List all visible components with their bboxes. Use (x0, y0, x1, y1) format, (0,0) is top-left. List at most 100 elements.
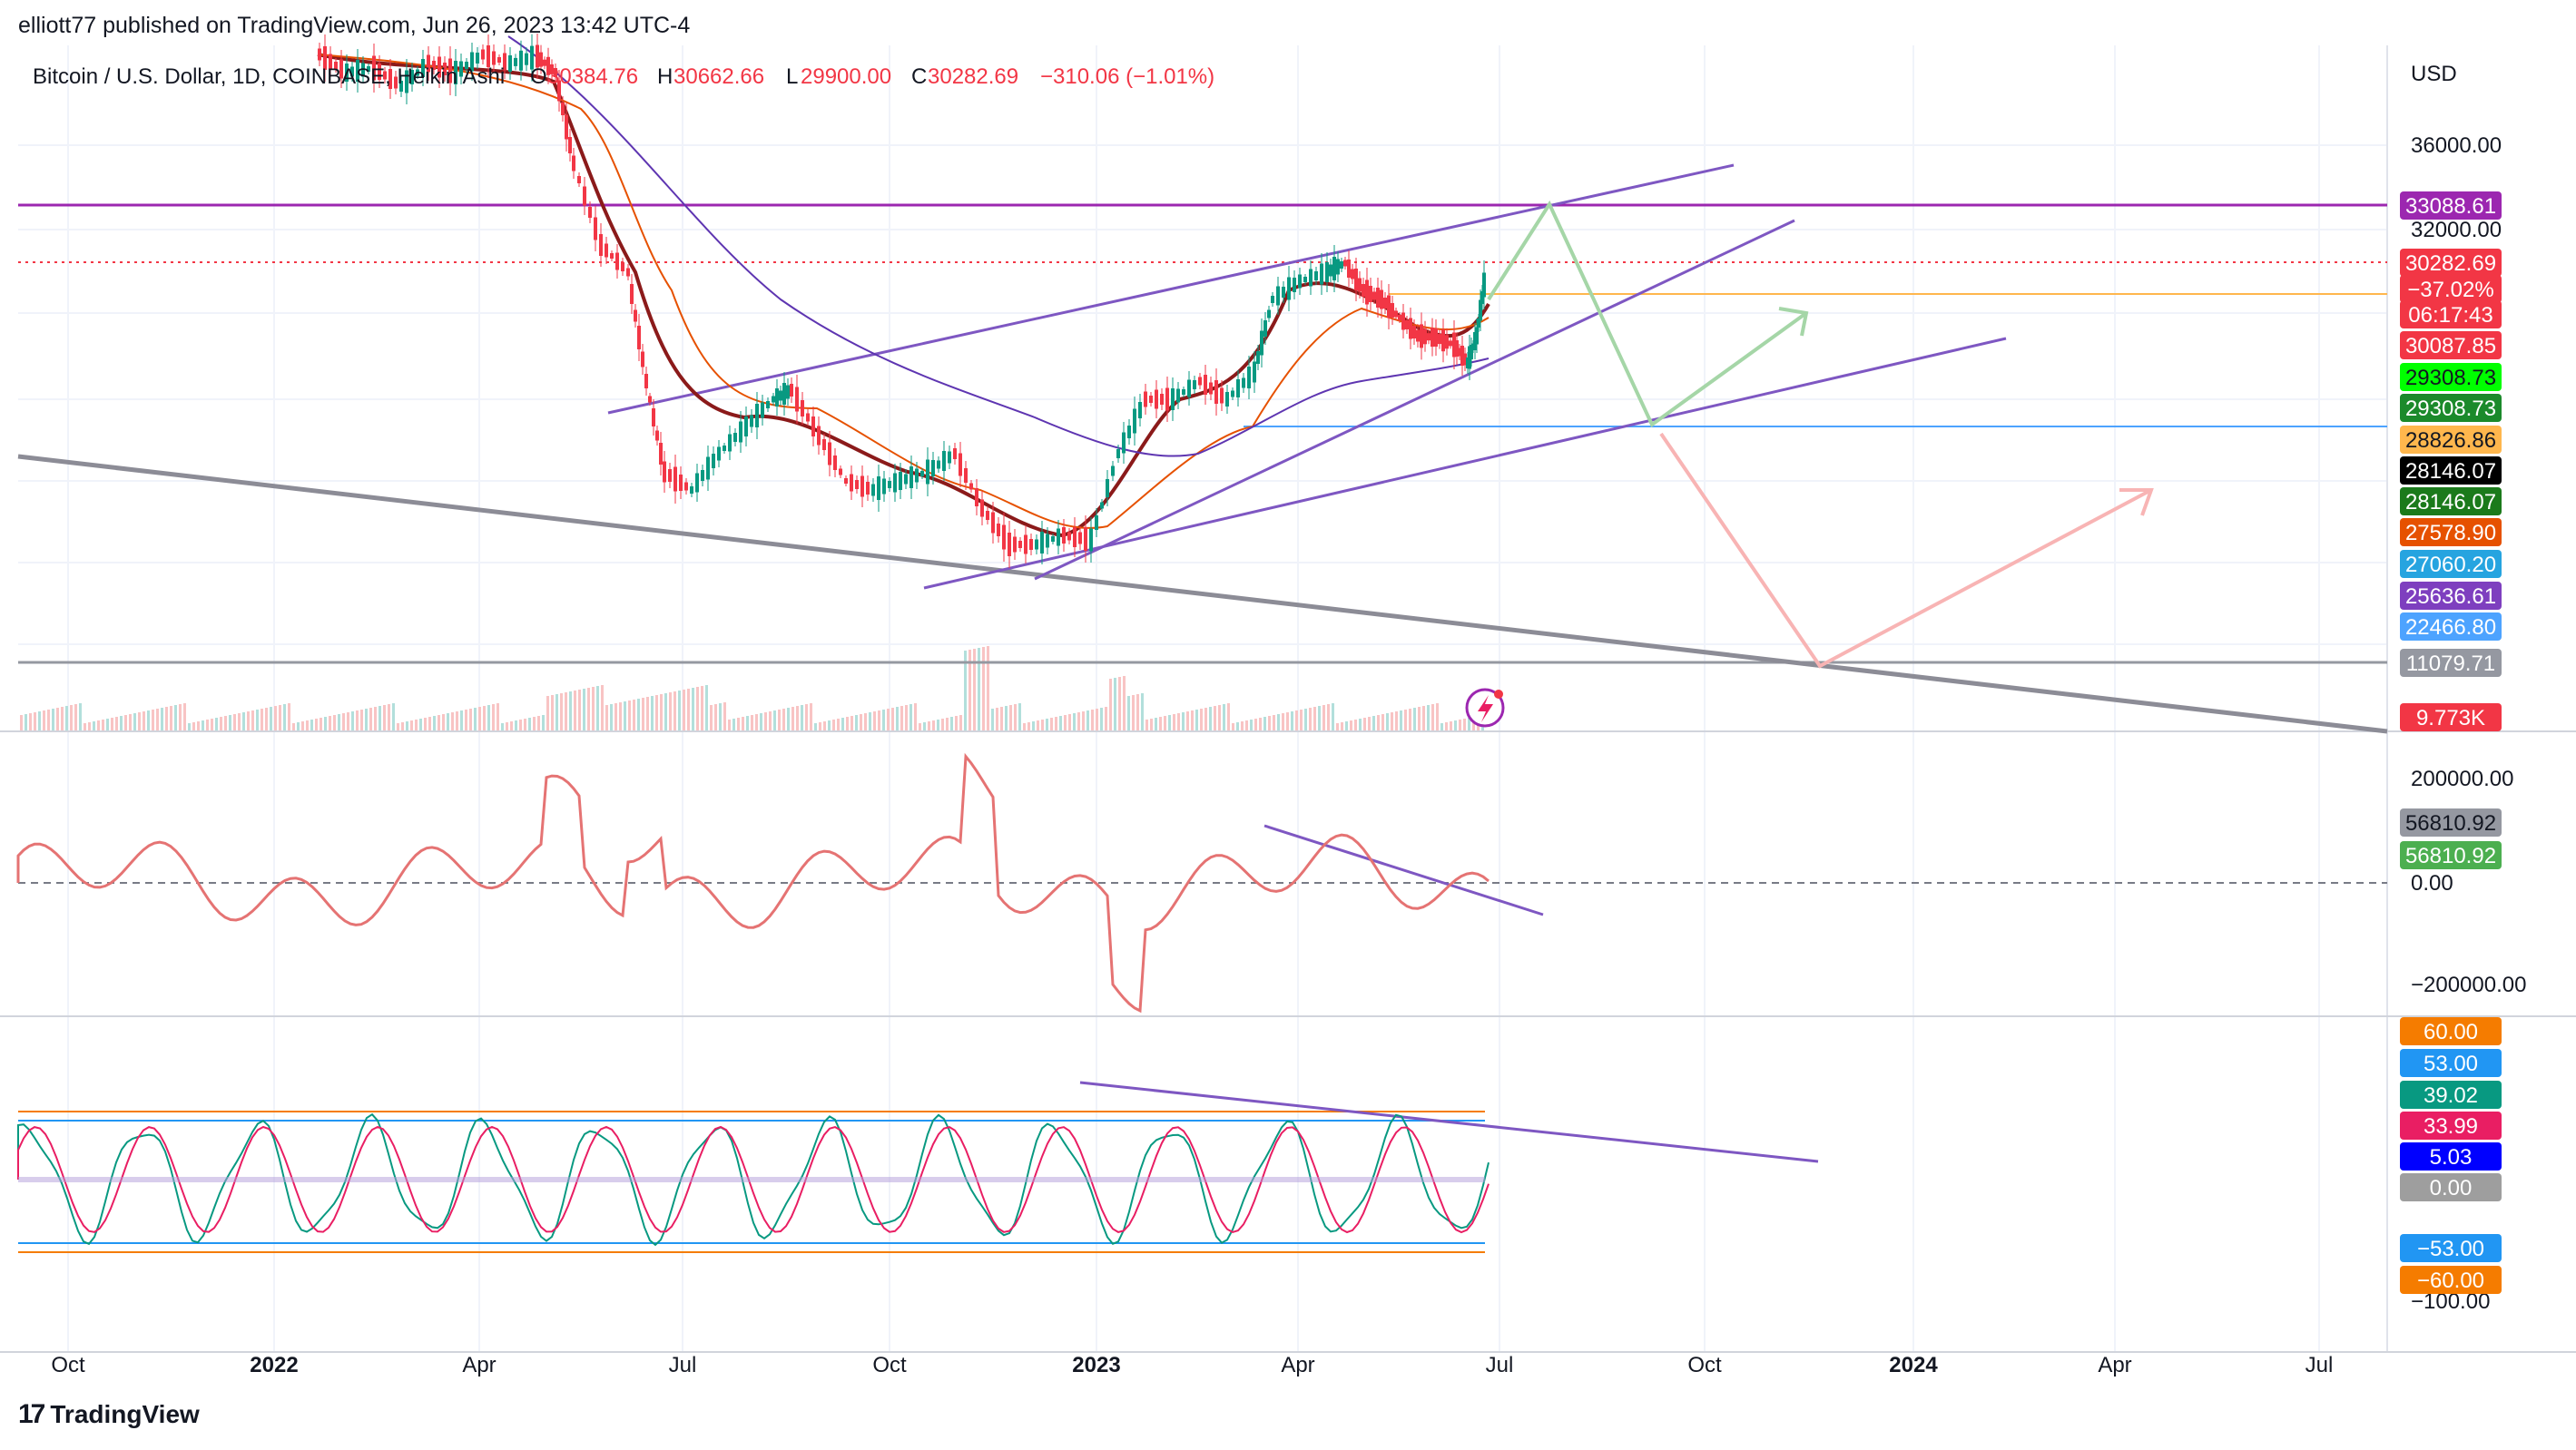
legend-symbol[interactable]: Bitcoin / U.S. Dollar, 1D, COINBASE, Hei… (33, 64, 505, 89)
projection-path-green[interactable] (1487, 200, 1808, 428)
volume-bar (1218, 705, 1221, 730)
candle-body (1018, 541, 1022, 548)
volume-bar (34, 712, 36, 730)
volume-bar (192, 722, 195, 730)
candle-body (1182, 389, 1185, 395)
candle-body (1427, 333, 1431, 341)
candle-body (427, 54, 430, 73)
candle-body (1293, 278, 1296, 292)
candle-body (383, 71, 387, 80)
candle-body (877, 476, 880, 500)
price-label-badge (2400, 612, 2502, 641)
candle-body (690, 486, 693, 494)
volume-bar (383, 705, 386, 730)
volume-bar (1114, 678, 1116, 730)
candle-body (782, 383, 786, 405)
volume-bar (1200, 709, 1203, 730)
volume-bar (152, 710, 154, 730)
osc1-scale[interactable]: 200000.00 0.00 −200000.00 (2411, 767, 2526, 997)
price-labels: 33088.61 30282.69−37.02%06:17:43 30087.85 2… (2400, 191, 2502, 731)
volume-bar (873, 711, 876, 730)
channel-top-line[interactable] (607, 163, 1735, 415)
volume-bar (288, 703, 290, 730)
volume-bar (143, 711, 145, 730)
candle-body (1231, 390, 1234, 397)
candle-body (557, 80, 561, 102)
candle-body (659, 443, 663, 465)
candle-body (1394, 310, 1398, 318)
candle-body (1276, 286, 1280, 306)
volume-bar (188, 723, 191, 730)
volume-bar (660, 694, 663, 730)
candle-body (1309, 269, 1313, 287)
candle-body (1475, 327, 1479, 345)
volume-bar (1077, 712, 1080, 730)
volume-bar (1209, 707, 1212, 730)
drawings[interactable] (17, 163, 2388, 734)
volume-bar (1046, 719, 1048, 730)
candle-body (577, 176, 581, 183)
candle-body (339, 59, 343, 79)
volume-bar (801, 705, 803, 730)
candle-body (1155, 389, 1158, 409)
candle-body (519, 50, 523, 71)
legend-high-label: H (657, 64, 673, 89)
volume-bar (88, 722, 91, 730)
time-axis-label: Oct (51, 1353, 85, 1377)
time-axis[interactable]: Oct 2022 Apr Jul Oct 2023 Apr Jul Oct 2024 Apr Jul (51, 1353, 2333, 1377)
candle-body (1445, 335, 1449, 349)
oscillator-1 (16, 752, 2387, 1014)
volume-bar (787, 708, 790, 730)
volume-bar (832, 720, 835, 730)
volume-bar (556, 694, 558, 730)
candle-body (1391, 303, 1394, 318)
volume-bar (619, 702, 622, 730)
candle-body (621, 262, 624, 271)
support-line-lower[interactable] (923, 337, 2007, 590)
price-label-badge (2400, 1173, 2502, 1201)
volume-bar (483, 706, 486, 730)
volume-bar (950, 717, 953, 730)
candle-body (866, 482, 870, 495)
candle-body (855, 480, 859, 489)
candle-body (641, 351, 644, 367)
candle-body (546, 56, 550, 75)
volume-bar (1422, 706, 1425, 730)
candle-body (503, 53, 506, 71)
volume-bar (433, 716, 436, 730)
channel-bottom-line[interactable] (1034, 219, 1795, 581)
price-label-text: 30087.85 (2405, 334, 2496, 358)
long-trendline-gray[interactable] (17, 454, 2388, 734)
volume-bar (274, 706, 277, 730)
projection-path-red[interactable] (1659, 432, 2152, 669)
volume-bar (251, 710, 254, 730)
osc1-trendline[interactable] (1263, 824, 1544, 916)
volume-bar (991, 709, 994, 730)
candle-body (1351, 269, 1354, 279)
volume-bar (1313, 707, 1316, 730)
lightning-icon[interactable] (1465, 688, 1505, 728)
volume-bar (324, 717, 327, 730)
ma-line-200 (507, 35, 1490, 457)
time-axis-label: Apr (1281, 1353, 1314, 1377)
volume-bar (1037, 720, 1039, 730)
candle-body (405, 70, 408, 93)
volume-bar (764, 712, 767, 730)
volume-bar (342, 713, 345, 730)
candle-body (1387, 295, 1391, 318)
price-scale[interactable]: USD 36000.00 32000.00 (2411, 62, 2502, 242)
price-label-text: 11079.71 (2406, 652, 2495, 676)
osc2-trendline[interactable] (1079, 1081, 1819, 1163)
candle-body (1260, 330, 1263, 356)
symbol-legend[interactable]: Bitcoin / U.S. Dollar, 1D, COINBASE, Hei… (33, 64, 1214, 89)
candle-body (655, 430, 659, 441)
tradingview-footer[interactable]: 17 TradingView (18, 1399, 200, 1430)
candle-body (684, 482, 688, 491)
candle-body (1035, 539, 1038, 550)
volume-bar (261, 709, 263, 730)
volume-bar (791, 707, 794, 730)
volume-bar (1440, 723, 1443, 730)
volume-bar (506, 722, 508, 730)
candle-body (1343, 260, 1347, 267)
